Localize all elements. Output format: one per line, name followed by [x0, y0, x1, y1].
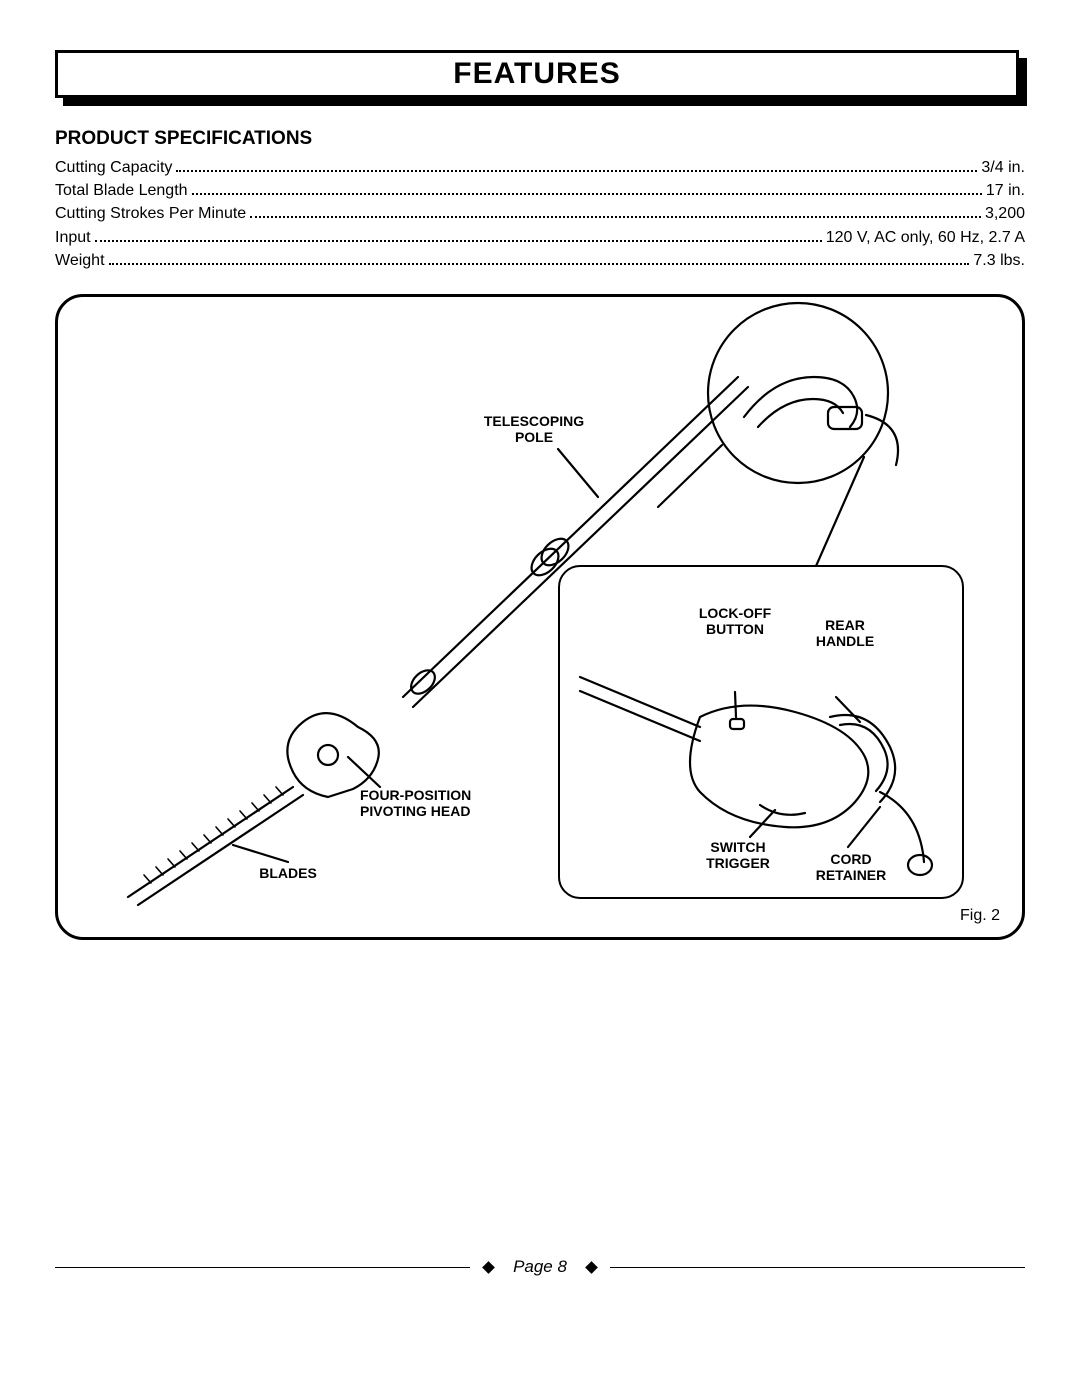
figure-inset: LOCK-OFF BUTTON REAR HANDLE SWITCH TRIGG… — [558, 565, 964, 899]
label-telescoping-pole: TELESCOPING POLE — [464, 413, 604, 445]
label-line: FOUR-POSITION — [360, 787, 471, 803]
spec-value: 120 V, AC only, 60 Hz, 2.7 A — [826, 226, 1025, 249]
spec-row: Total Blade Length 17 in. — [55, 179, 1025, 202]
page-footer: Page 8 — [55, 1257, 1025, 1277]
label-rear-handle: REAR HANDLE — [800, 617, 890, 649]
title-box: FEATURES — [55, 50, 1025, 106]
label-line: REAR — [825, 617, 865, 633]
label-line: SWITCH — [710, 839, 765, 855]
spec-row: Cutting Strokes Per Minute 3,200 — [55, 202, 1025, 225]
spec-label: Total Blade Length — [55, 179, 188, 202]
spec-value: 17 in. — [986, 179, 1025, 202]
label-line: BUTTON — [706, 621, 764, 637]
spec-row: Weight 7.3 lbs. — [55, 249, 1025, 272]
figure-caption: Fig. 2 — [960, 907, 1000, 925]
label-blades: BLADES — [238, 865, 338, 881]
diamond-icon — [482, 1261, 495, 1274]
spec-row: Cutting Capacity 3/4 in. — [55, 156, 1025, 179]
spec-value: 3/4 in. — [981, 156, 1025, 179]
label-cord-retainer: CORD RETAINER — [796, 851, 906, 883]
spec-list: Cutting Capacity 3/4 in. Total Blade Len… — [55, 156, 1025, 272]
footer-rule — [610, 1267, 1025, 1268]
spec-value: 3,200 — [985, 202, 1025, 225]
label-line: LOCK-OFF — [699, 605, 771, 621]
spec-label: Cutting Capacity — [55, 156, 172, 179]
label-four-position-head: FOUR-POSITION PIVOTING HEAD — [360, 787, 520, 819]
spec-dots — [192, 180, 982, 195]
label-line: RETAINER — [816, 867, 887, 883]
spec-dots — [250, 204, 981, 219]
section-heading: PRODUCT SPECIFICATIONS — [55, 128, 1025, 150]
footer-rule — [55, 1267, 470, 1268]
label-switch-trigger: SWITCH TRIGGER — [688, 839, 788, 871]
spec-row: Input 120 V, AC only, 60 Hz, 2.7 A — [55, 226, 1025, 249]
label-line: BLADES — [259, 865, 317, 881]
label-line: PIVOTING HEAD — [360, 803, 470, 819]
label-lock-off: LOCK-OFF BUTTON — [680, 605, 790, 637]
page-number: Page 8 — [507, 1257, 573, 1277]
page: FEATURES PRODUCT SPECIFICATIONS Cutting … — [0, 0, 1080, 1397]
page-title: FEATURES — [55, 50, 1019, 98]
spec-label: Cutting Strokes Per Minute — [55, 202, 246, 225]
diamond-icon — [585, 1261, 598, 1274]
spec-label: Weight — [55, 249, 105, 272]
spec-dots — [176, 157, 977, 172]
spec-value: 7.3 lbs. — [973, 249, 1025, 272]
label-line: TELESCOPING — [484, 413, 584, 429]
label-line: POLE — [515, 429, 553, 445]
spec-dots — [109, 250, 970, 265]
spec-label: Input — [55, 226, 91, 249]
spec-dots — [95, 227, 822, 242]
label-line: TRIGGER — [706, 855, 770, 871]
figure-box: LOCK-OFF BUTTON REAR HANDLE SWITCH TRIGG… — [55, 294, 1025, 940]
label-line: HANDLE — [816, 633, 874, 649]
label-line: CORD — [830, 851, 871, 867]
